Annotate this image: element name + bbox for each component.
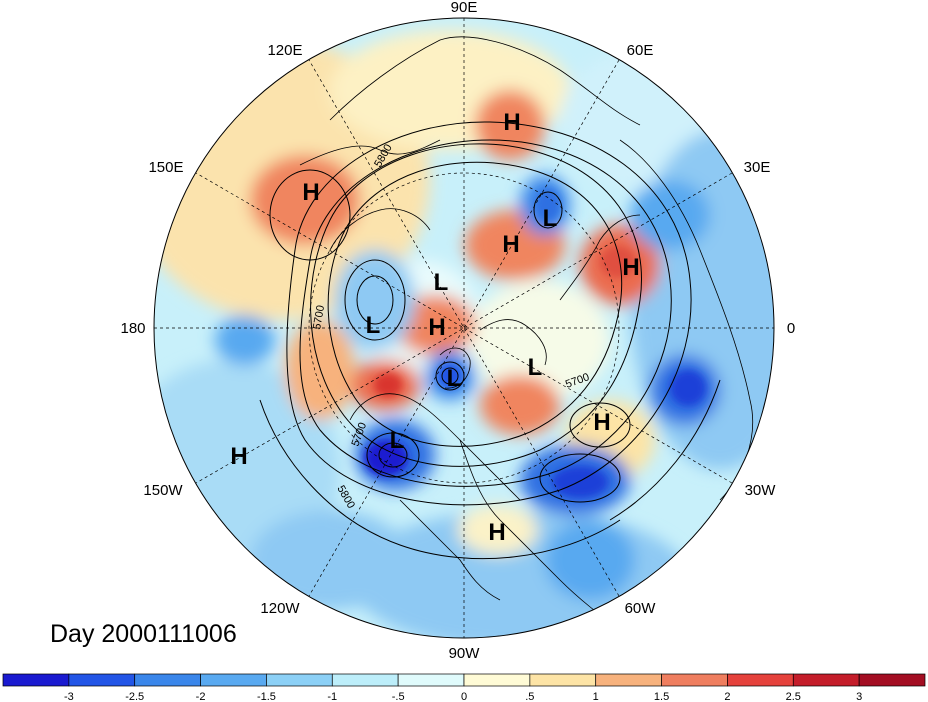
lon-180: 180 [120, 320, 145, 337]
colorbar-swatch [331, 673, 399, 687]
high-center: H [488, 519, 505, 546]
low-center: L [543, 205, 558, 232]
colorbar-swatch [595, 673, 662, 687]
low-center: L [366, 312, 381, 339]
colorbar-swatch [397, 673, 465, 687]
pressure-centers: H H L H H L L H L L H L H H [230, 109, 639, 546]
lon-60e: 60E [627, 42, 654, 59]
colorbar-swatch [200, 673, 267, 687]
high-center: H [622, 254, 639, 281]
lon-30e: 30E [744, 159, 771, 176]
lon-150w: 150W [143, 482, 183, 499]
colorbar-tick-label: 2 [724, 691, 730, 702]
polar-map: 90E 60E 30E 0 30W 60W 90W 120W 150W 180 … [120, 0, 795, 662]
colorbar: -3 -2.5 -2 -1.5 -1 -.5 0 .5 1 1.5 2 2.5 3 [2, 673, 926, 702]
graticule [154, 18, 774, 638]
high-center: H [502, 231, 519, 258]
colorbar-tick-label: -2 [196, 691, 206, 702]
colorbar-tick-label: 1.5 [654, 691, 669, 702]
colorbar-swatch [463, 673, 531, 687]
colorbar-swatch [727, 673, 794, 687]
colorbar-tick-label: 3 [856, 691, 862, 702]
colorbar-swatch [68, 673, 136, 687]
colorbar-tick-label: 0 [461, 691, 467, 702]
map-border [153, 17, 775, 639]
map-title: Day 2000111006 [50, 620, 237, 648]
low-center: L [528, 354, 543, 381]
high-center: H [503, 109, 520, 136]
colorbar-swatch [858, 673, 926, 687]
anomaly-field [154, 18, 774, 638]
colorbar-swatch [529, 673, 597, 687]
colorbar-swatch [266, 673, 333, 687]
colorbar-tick-label: -3 [64, 691, 74, 702]
height-contours [259, 121, 721, 560]
lon-120w: 120W [260, 600, 300, 617]
high-center: H [428, 314, 445, 341]
lon-120e: 120E [267, 42, 302, 59]
coastlines [299, 36, 754, 631]
colorbar-swatch [661, 673, 728, 687]
colorbar-tick-label: -1 [327, 691, 337, 702]
lon-90e: 90E [451, 0, 478, 16]
high-center: H [230, 443, 247, 470]
colorbar-tick-label: -2.5 [125, 691, 144, 702]
lon-30w: 30W [745, 482, 777, 499]
colorbar-swatch [2, 673, 70, 687]
colorbar-tick-label: -.5 [392, 691, 405, 702]
colorbar-tick-label: 1 [593, 691, 599, 702]
high-center: H [302, 179, 319, 206]
colorbar-tick-label: -1.5 [257, 691, 276, 702]
lon-150e: 150E [148, 159, 183, 176]
low-center: L [447, 365, 462, 392]
lon-0: 0 [787, 320, 795, 337]
colorbar-swatch [134, 673, 201, 687]
high-center: H [593, 409, 610, 436]
low-center: L [390, 427, 405, 454]
longitude-labels: 90E 60E 30E 0 30W 60W 90W 120W 150W 180 … [120, 0, 795, 662]
colorbar-tick-label: .5 [525, 691, 534, 702]
lon-90w: 90W [449, 645, 481, 662]
colorbar-swatch [792, 673, 860, 687]
contour-label: 5700 [311, 304, 327, 330]
lon-60w: 60W [625, 600, 657, 617]
colorbar-tick-label: 2.5 [786, 691, 801, 702]
low-center: L [434, 269, 449, 296]
